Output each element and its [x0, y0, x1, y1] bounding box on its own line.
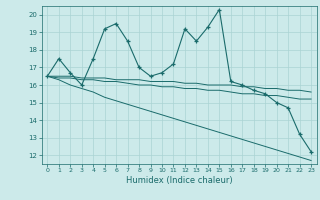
X-axis label: Humidex (Indice chaleur): Humidex (Indice chaleur): [126, 176, 233, 185]
